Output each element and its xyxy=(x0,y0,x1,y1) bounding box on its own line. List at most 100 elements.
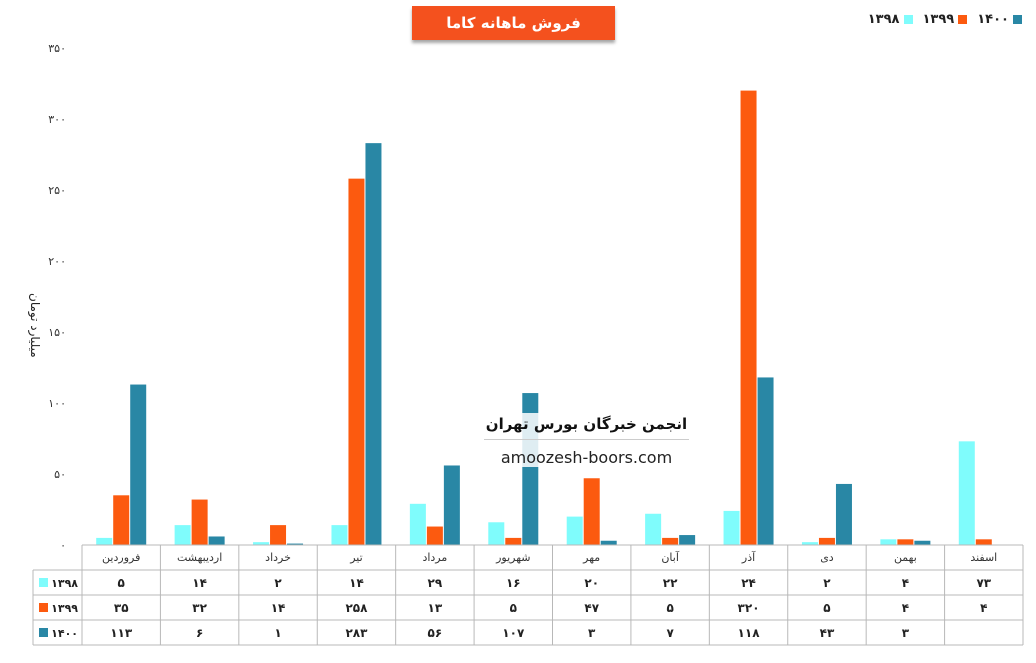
category-label: اردیبهشت xyxy=(177,551,222,564)
bar-2-7 xyxy=(583,478,600,545)
legend-swatch xyxy=(958,15,968,24)
chart-legend: ۱۴۰۰ ۱۳۹۹ ۱۳۹۸ xyxy=(868,12,1022,27)
bar-1-2 xyxy=(174,525,191,545)
table-value: ۱۴ xyxy=(349,576,364,590)
legend-label: ۱۳۹۹ xyxy=(922,12,955,27)
table-value: ۴ xyxy=(902,576,909,590)
table-value: ۷۳ xyxy=(976,576,991,590)
bar-3-8 xyxy=(679,535,696,545)
legend-item: ۱۳۹۹ xyxy=(923,12,968,27)
category-label: آذر xyxy=(741,550,756,564)
bar-3-9 xyxy=(757,377,774,545)
category-label: فروردین xyxy=(102,551,140,564)
chart-title: فروش ماهانه کاما xyxy=(412,6,615,40)
bar-3-3 xyxy=(287,543,304,545)
table-value: ۵ xyxy=(510,601,517,615)
category-label: بهمن xyxy=(894,551,917,564)
bar-2-6 xyxy=(505,537,522,545)
bar-3-4 xyxy=(365,143,382,545)
bar-3-1 xyxy=(130,384,147,545)
category-label: مهر xyxy=(582,551,600,564)
bar-3-5 xyxy=(443,465,460,545)
table-value: ۳۲۰ xyxy=(738,601,760,615)
bar-3-7 xyxy=(600,540,617,545)
table-value: ۵ xyxy=(823,601,830,615)
bar-1-8 xyxy=(645,513,662,545)
table-series-name: ۱۴۰۰ xyxy=(51,627,78,640)
category-label: شهریور xyxy=(495,551,530,564)
category-label: آبان xyxy=(661,550,679,564)
watermark: انجمن خبرگان بورس تهران amoozesh-boors.c… xyxy=(484,413,689,467)
table-value: ۳ xyxy=(588,626,596,640)
table-value: ۲۸۳ xyxy=(345,626,368,640)
table-value: ۲۹ xyxy=(428,576,443,590)
table-legend-swatch xyxy=(39,578,48,587)
table-value: ۵۶ xyxy=(428,626,443,640)
y-tick-label: ۲۵۰ xyxy=(48,184,66,197)
table-value: ۱۱۳ xyxy=(110,626,133,640)
bar-2-10 xyxy=(818,537,835,545)
table-value: ۲۲ xyxy=(663,576,678,590)
bar-1-7 xyxy=(566,516,583,545)
watermark-title: انجمن خبرگان بورس تهران xyxy=(484,413,689,440)
legend-label: ۱۳۹۸ xyxy=(867,12,900,27)
y-tick-label: ۳۵۰ xyxy=(48,42,66,55)
legend-swatch xyxy=(1013,15,1022,24)
y-tick-label: ۳۰۰ xyxy=(48,113,66,126)
table-value: ۳۵ xyxy=(114,601,129,615)
y-tick-label: ۲۰۰ xyxy=(48,255,66,268)
legend-label: ۱۴۰۰ xyxy=(977,12,1009,27)
table-value: ۳ xyxy=(902,626,910,640)
bar-3-2 xyxy=(208,536,225,545)
table-value: ۲۰ xyxy=(584,576,599,590)
table-value: ۱۶ xyxy=(506,576,521,590)
bar-2-12 xyxy=(975,539,992,545)
watermark-url: amoozesh-boors.com xyxy=(500,448,673,467)
bar-1-10 xyxy=(801,542,818,545)
table-value: ۲۴ xyxy=(741,576,756,590)
table-legend-swatch xyxy=(39,603,48,612)
table-value: ۴۳ xyxy=(820,626,835,640)
bar-1-1 xyxy=(96,537,113,545)
y-tick-label: ۱۵۰ xyxy=(48,326,66,339)
bar-1-4 xyxy=(331,525,348,545)
table-value: ۵ xyxy=(666,601,673,615)
legend-item: ۱۳۹۸ xyxy=(868,12,913,27)
bar-1-3 xyxy=(253,542,270,545)
bar-1-9 xyxy=(723,510,740,545)
bar-3-11 xyxy=(914,540,931,545)
bar-1-11 xyxy=(880,539,897,545)
bar-2-11 xyxy=(897,539,914,545)
y-axis-label: میلیارد تومان xyxy=(28,293,42,358)
bar-2-2 xyxy=(191,499,208,545)
table-value: ۴ xyxy=(902,601,909,615)
bar-2-4 xyxy=(348,178,365,545)
y-tick-label: ۰ xyxy=(60,539,66,552)
table-value: ۱۳ xyxy=(428,601,443,615)
table-value: ۱ xyxy=(274,626,281,640)
bar-2-5 xyxy=(426,526,443,545)
bar-1-12 xyxy=(958,441,975,545)
y-tick-label: ۱۰۰ xyxy=(48,397,66,410)
bar-2-3 xyxy=(270,525,287,545)
legend-swatch xyxy=(903,15,913,24)
table-value: ۴ xyxy=(980,601,987,615)
category-label: اسفند xyxy=(970,551,997,564)
y-tick-label: ۵۰ xyxy=(54,468,66,481)
bar-2-9 xyxy=(740,90,757,545)
table-value: ۱۱۸ xyxy=(738,626,761,640)
category-label: تیر xyxy=(349,551,362,564)
bar-2-8 xyxy=(662,537,679,545)
table-value: ۲۵۸ xyxy=(345,601,368,615)
bar-1-5 xyxy=(409,503,426,545)
table-value: ۱۴ xyxy=(271,601,286,615)
legend-item: ۱۴۰۰ xyxy=(977,12,1022,27)
table-value: ۴۷ xyxy=(584,601,599,615)
table-value: ۲ xyxy=(823,576,831,590)
table-series-name: ۱۳۹۹ xyxy=(51,602,78,615)
table-value: ۷ xyxy=(666,626,674,640)
bar-1-6 xyxy=(488,522,505,545)
table-value: ۶ xyxy=(196,626,203,640)
table-series-name: ۱۳۹۸ xyxy=(51,577,78,590)
category-label: خرداد xyxy=(265,551,291,564)
